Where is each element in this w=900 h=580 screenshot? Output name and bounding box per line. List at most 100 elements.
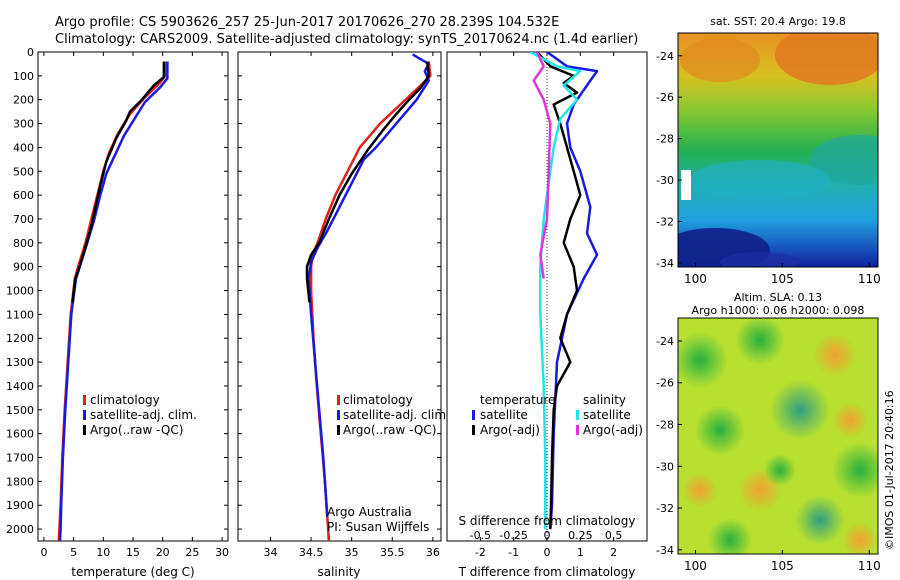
y-tick-label: 2000 (6, 523, 34, 536)
series-line (536, 52, 582, 530)
y-tick-label: 400 (13, 141, 34, 154)
series-line (307, 53, 431, 518)
y-tick-label: 300 (13, 118, 34, 131)
y-tick-label: 0 (27, 46, 34, 59)
y-tick-label: 500 (13, 165, 34, 178)
map-x-tick-label: 105 (771, 272, 794, 286)
series-line (305, 61, 431, 303)
salinity-axes-frame (237, 51, 442, 542)
s-tick-label: 0 (544, 529, 551, 542)
x-tick-label: 2 (610, 546, 617, 559)
legend-swatch-climatology (83, 395, 86, 405)
sst-map: sat. SST: 20.4 Argo: 19.8 -24 -26 -28 -30 -3… (656, 15, 881, 286)
map-x-tick-label: 105 (771, 559, 794, 573)
map-y-tick-label: -26 (656, 91, 674, 104)
x-tick-label: 25 (185, 546, 199, 559)
annotation-line1: Argo Australia (327, 505, 412, 519)
legend-swatch-temperature-argo (472, 425, 475, 435)
y-tick-label: 600 (13, 189, 34, 202)
legend-salinity-argo: Argo(-adj) (583, 423, 643, 437)
y-tick-label: 1100 (6, 308, 34, 321)
x-tick-label: 1 (577, 546, 584, 559)
x-tick-label: 35 (345, 546, 359, 559)
y-tick-label: 1200 (6, 332, 34, 345)
legend-swatch-argo (83, 425, 86, 435)
x-tick-label: 36 (426, 546, 440, 559)
sla-map-title-line2: Argo h1000: 0.06 h2000: 0.098 (692, 304, 865, 317)
header-line2: Climatology: CARS2009. Satellite-adjuste… (55, 32, 638, 47)
legend-temperature-title: temperature (480, 393, 555, 407)
imos-credit: ©IMOS 01-Jul-2017 20:40:16 (883, 390, 896, 550)
map-y-tick-label: -30 (656, 174, 674, 187)
y-tick-label: 1700 (6, 452, 34, 465)
sla-map-title-line1: Altim. SLA: 0.13 (734, 291, 822, 304)
series-line (71, 61, 166, 303)
y-tick-label: 700 (13, 213, 34, 226)
x-tick-label: 0 (40, 546, 47, 559)
sla-map: Altim. SLA: 0.13 Argo h1000: 0.06 h2000:… (656, 291, 881, 573)
y-tick-label: 1900 (6, 499, 34, 512)
temperature-legend: climatology satellite-adj. clim. Argo(..… (83, 393, 197, 437)
annotation-line2: PI: Susan Wijffels (327, 520, 429, 534)
legend-argo: Argo(..raw -QC) (90, 423, 183, 437)
x-tick-label: 20 (156, 546, 170, 559)
x-tick-label: 35.5 (380, 546, 405, 559)
series-line (532, 52, 552, 279)
temperature-axes-frame (37, 51, 229, 542)
legend-swatch-salinity-satellite (576, 410, 579, 420)
map-x-tick-label: 110 (858, 272, 881, 286)
map-y-tick-label: -28 (656, 133, 674, 146)
s-tick-label: -0.25 (499, 529, 527, 542)
legend-climatology: climatology (343, 393, 413, 407)
x-tick-label: 34.5 (299, 546, 324, 559)
sst-map-title: sat. SST: 20.4 Argo: 19.8 (710, 15, 846, 28)
header-line1: Argo profile: CS 5903626_257 25-Jun-2017… (55, 15, 559, 30)
legend-salinity-satellite: satellite (583, 408, 631, 422)
y-tick-label: 1800 (6, 475, 34, 488)
map-y-tick-label: -26 (656, 377, 674, 390)
x-tick-label: 30 (215, 546, 229, 559)
legend-swatch-salinity-argo (576, 425, 579, 435)
x-tick-label: 34 (263, 546, 277, 559)
x-tick-label: -1 (508, 546, 519, 559)
land-mask (681, 170, 691, 200)
legend-argo: Argo(..raw -QC) (343, 423, 436, 437)
legend-swatch-argo (337, 425, 340, 435)
legend-swatch-temperature-satellite (472, 410, 475, 420)
y-tick-label: 200 (13, 94, 34, 107)
salinity-xlabel: salinity (317, 565, 360, 579)
map-x-tick-label: 110 (858, 559, 881, 573)
legend-climatology: climatology (90, 393, 160, 407)
x-tick-label: -2 (475, 546, 486, 559)
legend-satellite: satellite-adj. clim. (343, 408, 450, 422)
legend-swatch-satellite (83, 410, 86, 420)
legend-salinity-title: salinity (583, 393, 626, 407)
legend-satellite: satellite-adj. clim. (90, 408, 197, 422)
salinity-legend: climatology satellite-adj. clim. Argo(..… (337, 393, 450, 437)
sst-map-image (678, 33, 878, 267)
legend-temperature-satellite: satellite (480, 408, 528, 422)
x-tick-label: 15 (126, 546, 140, 559)
difference-panel: -2 -1 0 1 2 temperature satellite Argo(-adj)… (446, 51, 648, 579)
map-x-tick-label: 100 (684, 272, 707, 286)
difference-axes-frame (446, 51, 648, 542)
y-tick-label: 1000 (6, 285, 34, 298)
salinity-panel: 34 34.5 35 35.5 36 climatology satellite-adj… (237, 51, 450, 579)
map-y-tick-label: -34 (656, 544, 674, 557)
s-tick-label: 0.25 (568, 529, 593, 542)
x-tick-label: 0 (544, 546, 551, 559)
y-tick-label: 1300 (6, 356, 34, 369)
map-y-tick-label: -24 (656, 50, 674, 63)
map-y-tick-label: -30 (656, 460, 674, 473)
map-y-tick-label: -32 (656, 215, 674, 228)
s-difference-xlabel: S difference from climatology (459, 514, 636, 528)
sst-map-frame (677, 32, 879, 268)
x-tick-label: 5 (70, 546, 77, 559)
y-tick-label: 800 (13, 237, 34, 250)
map-x-tick-label: 100 (684, 559, 707, 573)
map-y-tick-label: -28 (656, 419, 674, 432)
map-y-tick-label: -24 (656, 335, 674, 348)
t-difference-xlabel: T difference from climatology (458, 565, 636, 579)
temperature-xlabel: temperature (deg C) (71, 565, 194, 579)
